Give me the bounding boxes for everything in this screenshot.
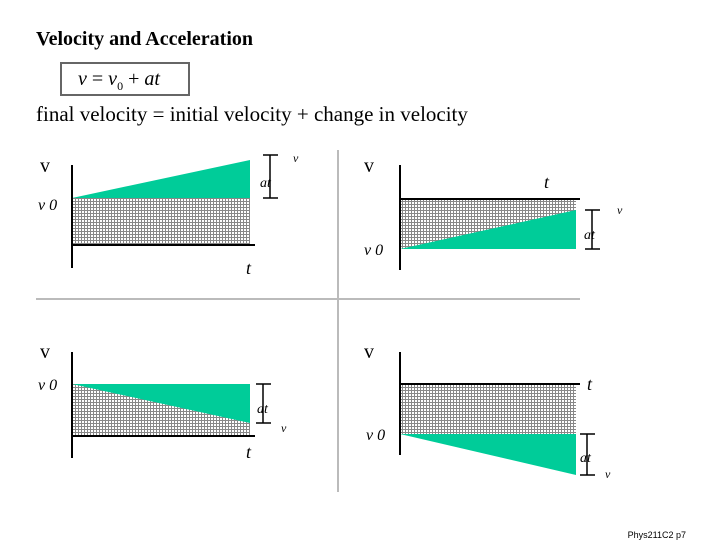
panel-4: v v 0 t at v (364, 341, 611, 481)
at-area (400, 210, 576, 249)
v0-label: v 0 (38, 377, 57, 394)
at-bracket (585, 209, 600, 250)
v0-area (400, 384, 576, 434)
t-label: t (587, 374, 593, 394)
formula-sub: 0 (117, 79, 124, 93)
formula-equals: = (91, 68, 109, 90)
page-title: Velocity and Acceleration (36, 28, 254, 50)
v0-label: v 0 (364, 242, 383, 259)
v0-area (72, 198, 250, 245)
footer-page-ref: Phys211C2 p7 (627, 530, 686, 540)
at-label: at (584, 228, 596, 243)
axis-label-v: v (40, 341, 50, 363)
formula-v: v (78, 68, 87, 90)
v-final-label: v (617, 203, 623, 217)
t-label: t (246, 442, 252, 462)
at-label: at (260, 176, 272, 191)
axis-label-v: v (364, 341, 374, 363)
v-final-label: v (293, 151, 299, 165)
formula-plus: + (123, 68, 145, 90)
v0-label: v 0 (38, 197, 57, 214)
at-area (72, 160, 250, 198)
formula-box: v = v0 + at (60, 62, 190, 96)
at-area (400, 434, 576, 475)
panel-1: v v 0 t at v (38, 151, 299, 278)
subtitle: final velocity = initial velocity + chan… (36, 102, 468, 126)
formula-v0: v (108, 68, 118, 90)
at-area (72, 384, 250, 423)
axis-label-v: v (40, 155, 50, 177)
at-bracket (580, 433, 595, 476)
formula: v = v0 + at (78, 68, 160, 94)
formula-at: at (144, 68, 160, 90)
v-final-label: v (281, 421, 287, 435)
at-bracket (256, 383, 271, 424)
at-label: at (257, 402, 269, 417)
v-final-label: v (605, 467, 611, 481)
t-label: t (246, 258, 252, 278)
at-label: at (580, 451, 592, 466)
v0-label: v 0 (366, 427, 385, 444)
t-label: t (544, 172, 550, 192)
panel-3: v v 0 t at v (38, 341, 287, 462)
panel-2: v v 0 t at v (364, 155, 623, 270)
axis-label-v: v (364, 155, 374, 177)
at-bracket (263, 154, 278, 199)
